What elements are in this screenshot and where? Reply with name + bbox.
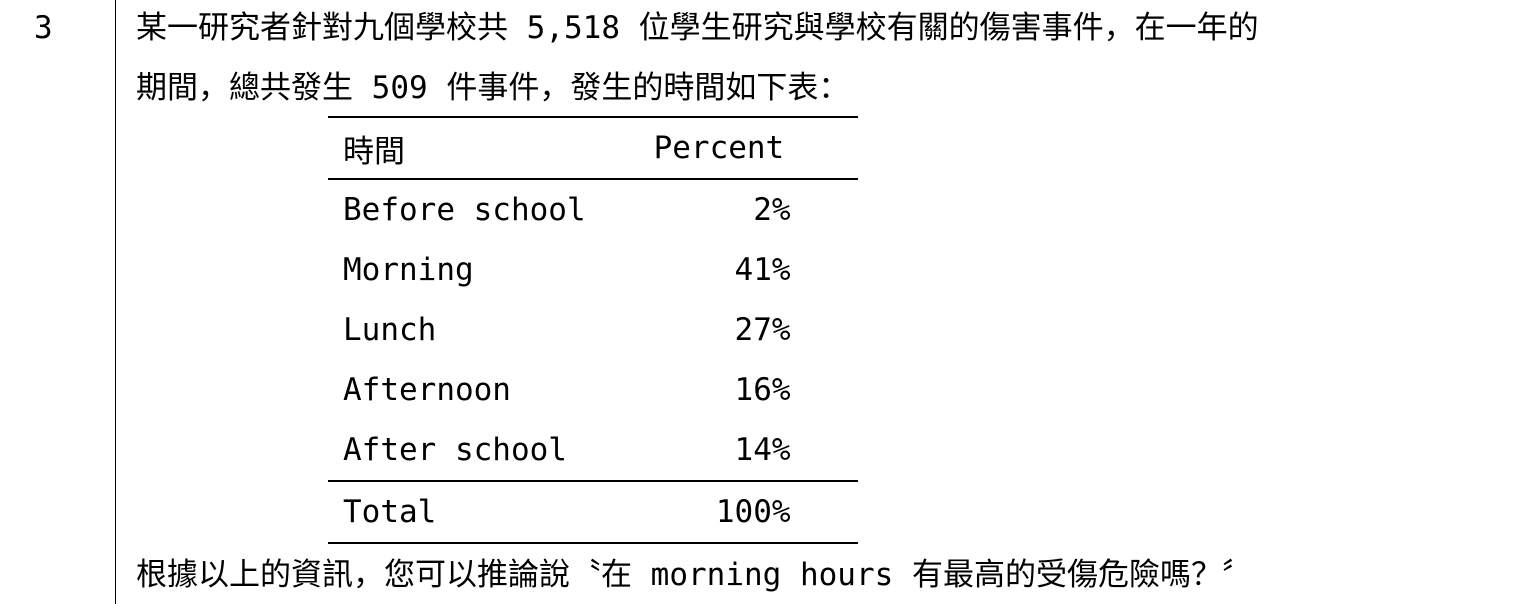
- total-label: Total: [343, 494, 437, 530]
- total-value: 100%: [715, 494, 791, 530]
- question-text-line-2: 期間，總共發生 509 件事件，發生的時間如下表：: [136, 70, 850, 106]
- header-percent: Percent: [653, 130, 785, 166]
- row-spacer: [791, 240, 858, 300]
- row-percent-value: 41%: [734, 252, 791, 288]
- table-row: After school 14%: [328, 420, 858, 481]
- row-time-label: Lunch: [343, 312, 437, 348]
- row-percent-value: 16%: [734, 372, 791, 408]
- row-spacer: [791, 420, 858, 481]
- row-time-label: Afternoon: [343, 372, 511, 408]
- row-spacer: [791, 179, 858, 240]
- row-percent-value: 14%: [734, 432, 791, 468]
- question-number: 3: [34, 10, 53, 46]
- table-row: Afternoon 16%: [328, 360, 858, 420]
- row-time-label: Morning: [343, 252, 474, 288]
- table-row: Lunch 27%: [328, 300, 858, 360]
- question-text-line-1: 某一研究者針對九個學校共 5,518 位學生研究與學校有關的傷害事件，在一年的: [136, 10, 1259, 46]
- table-row: Before school 2%: [328, 179, 858, 240]
- header-spacer: [791, 117, 858, 179]
- injury-time-table: 時間 Percent Before school 2% Morning 41% …: [328, 116, 858, 544]
- total-spacer: [791, 481, 858, 543]
- row-percent-value: 2%: [753, 192, 791, 228]
- table-total-row: Total 100%: [328, 481, 858, 543]
- header-time: 時間: [343, 133, 405, 170]
- row-percent-value: 27%: [734, 312, 791, 348]
- question-text-line-3: 根據以上的資訊，您可以推論說〝在 morning hours 有最高的受傷危險嗎…: [136, 557, 1253, 593]
- row-spacer: [791, 300, 858, 360]
- row-time-label: Before school: [343, 192, 586, 228]
- column-divider: [115, 0, 116, 604]
- table-row: Morning 41%: [328, 240, 858, 300]
- row-time-label: After school: [343, 432, 567, 468]
- row-spacer: [791, 360, 858, 420]
- table-header-row: 時間 Percent: [328, 117, 858, 179]
